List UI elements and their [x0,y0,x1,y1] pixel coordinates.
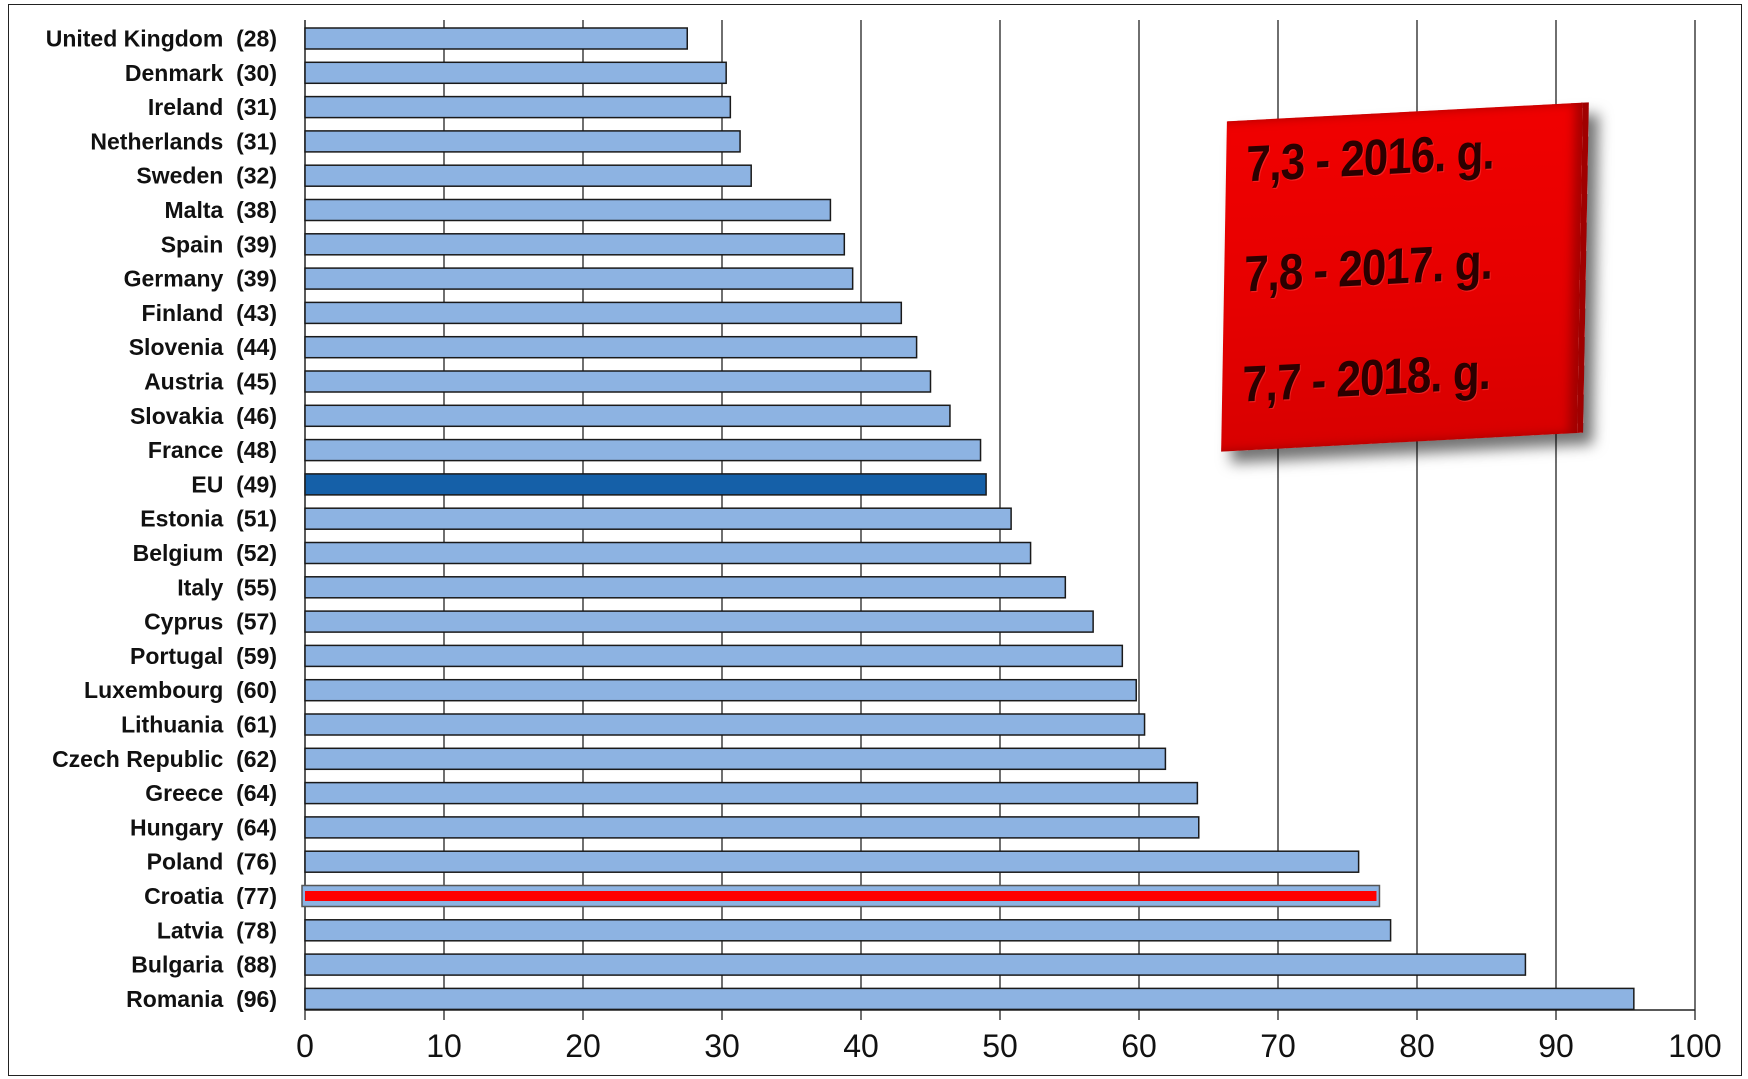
x-tick-label: 80 [1399,1028,1435,1064]
category-label: Spain (39) [161,231,277,257]
bar [304,164,752,187]
bar [304,781,1199,805]
category-label: Italy (55) [177,574,277,600]
category-label: France (48) [148,437,277,463]
category-label: Estonia (51) [140,506,277,532]
category-label: Romania (96) [126,986,277,1012]
category-label: Cyprus (57) [144,609,277,635]
bar [304,953,1527,976]
category-label: Austria (45) [144,369,277,395]
category-label: Ireland (31) [148,94,277,120]
category-label: Sweden (32) [136,163,277,189]
category-label: Poland (76) [147,849,277,875]
annotation-line-2018: 7,7 - 2018. g. [1241,343,1491,414]
category-label: Netherlands (31) [90,128,277,154]
bar [304,610,1094,633]
bar [304,576,1067,599]
bar [304,27,688,50]
category-label: Finland (43) [142,300,277,326]
x-tick-label: 30 [704,1028,740,1064]
category-label: EU (49) [191,471,277,497]
category-label: Luxembourg (60) [84,677,277,703]
bar [304,404,951,428]
x-tick-label: 40 [843,1028,879,1064]
x-tick-label: 100 [1668,1028,1721,1064]
category-label: Greece (64) [145,780,277,806]
bar [304,644,1124,668]
bar [304,816,1200,839]
x-tick-label: 70 [1260,1028,1296,1064]
category-label: Denmark (30) [125,60,277,86]
bar [304,713,1146,736]
bar [304,541,1032,565]
x-tick-label: 20 [565,1028,601,1064]
bar [304,747,1167,771]
bar [304,987,1635,1011]
bar [304,473,987,496]
bar [304,95,732,119]
category-label: Hungary (64) [130,814,277,840]
annotation-line-2016: 7,3 - 2016. g. [1245,123,1495,193]
bar [304,301,903,325]
category-label: Latvia (78) [157,917,277,943]
x-tick-label: 60 [1121,1028,1157,1064]
category-label: Bulgaria (88) [131,952,277,978]
category-label: Germany (39) [124,266,277,292]
bar [304,335,918,359]
category-label: United Kingdom (28) [46,26,277,52]
bar [304,198,832,222]
bar [304,233,846,256]
x-tick-label: 50 [982,1028,1018,1064]
category-label: Slovenia (44) [129,334,277,360]
category-label: Slovakia (46) [130,403,277,429]
category-label: Lithuania (61) [121,712,277,738]
category-label: Croatia (77) [144,883,277,909]
bar [304,370,932,393]
bar [304,507,1012,530]
annotation-line-2017: 7,8 - 2017. g. [1243,233,1493,304]
bar [305,891,1377,901]
bar [304,61,727,85]
x-tick-label: 10 [426,1028,462,1064]
bar [304,130,741,153]
category-label: Belgium (52) [133,540,277,566]
bar [304,919,1392,942]
x-tick-label: 0 [296,1028,314,1064]
bar [304,850,1360,873]
x-tick-label: 90 [1538,1028,1574,1064]
category-label: Portugal (59) [130,643,277,669]
category-label: Malta (38) [165,197,277,223]
category-label: Czech Republic (62) [52,746,277,772]
bar [304,678,1137,702]
bar [304,267,854,290]
annotation-box: 7,3 - 2016. g. 7,8 - 2017. g. 7,7 - 2018… [1221,102,1589,452]
bar [304,438,982,462]
